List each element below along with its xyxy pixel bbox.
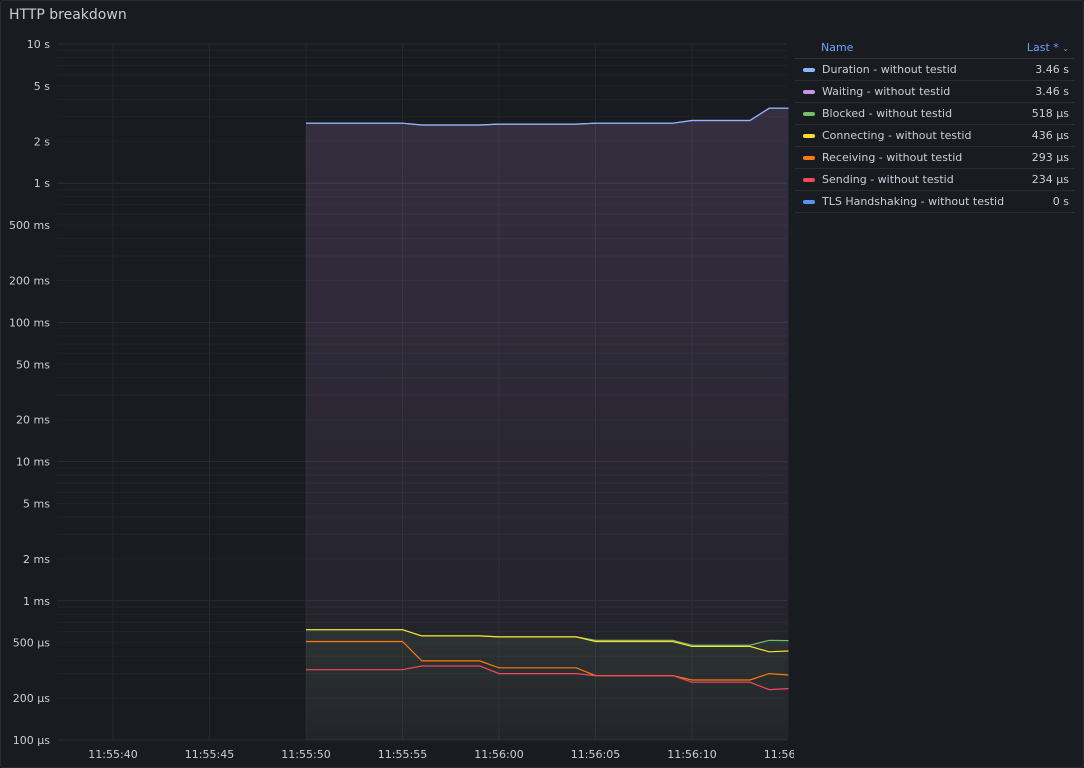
x-tick-label: 11:55:40 — [88, 748, 137, 761]
series-line — [306, 629, 789, 653]
series-color-swatch — [803, 67, 815, 72]
x-tick-label: 11:56:00 — [474, 748, 523, 761]
y-tick-label: 1 ms — [23, 595, 50, 608]
y-tick-label: 2 s — [34, 135, 50, 148]
series-color-swatch — [803, 177, 815, 182]
legend-row[interactable]: Waiting - without testid 3.46 s — [795, 81, 1075, 103]
series-area — [306, 629, 789, 740]
legend-row[interactable]: Connecting - without testid 436 µs — [795, 125, 1075, 147]
y-tick-label: 20 ms — [16, 414, 50, 427]
x-axis: 11:55:40 11:55:45 11:55:50 11:55:55 11:56:00… — [88, 748, 795, 761]
chevron-down-icon: ⌄ — [1062, 43, 1069, 53]
x-tick-label: 11:55:45 — [185, 748, 234, 761]
series-color-swatch — [803, 89, 815, 94]
y-tick-label: 100 ms — [9, 316, 50, 329]
legend-row-value: 0 s — [1052, 195, 1069, 208]
legend-row-label: Receiving - without testid — [822, 151, 963, 164]
series-color-swatch — [803, 111, 815, 116]
series-line — [306, 107, 789, 126]
legend-row[interactable]: Receiving - without testid 293 µs — [795, 147, 1075, 169]
y-tick-label: 1 s — [34, 177, 50, 190]
legend-row-label: TLS Handshaking - without testid — [822, 195, 1005, 208]
legend-row-value: 436 µs — [1031, 129, 1069, 142]
x-tick-label: 11:56:15 — [764, 748, 795, 761]
y-tick-label: 50 ms — [16, 358, 50, 371]
legend-row[interactable]: TLS Handshaking - without testid 0 s — [795, 191, 1075, 213]
legend-row-value: 293 µs — [1031, 151, 1069, 164]
series-area — [306, 108, 789, 740]
y-tick-label: 500 ms — [9, 219, 50, 232]
legend-row-value: 518 µs — [1031, 107, 1069, 120]
series-color-swatch — [803, 199, 815, 204]
series-group — [306, 107, 789, 740]
y-tick-label: 5 ms — [23, 498, 50, 511]
y-tick-label: 100 µs — [13, 734, 50, 747]
y-tick-label: 5 s — [34, 80, 50, 93]
y-tick-label: 10 ms — [16, 456, 50, 469]
y-tick-label: 200 ms — [9, 274, 50, 287]
legend-row-value: 3.46 s — [1035, 85, 1069, 98]
series-color-swatch — [803, 155, 815, 160]
series-line — [306, 640, 789, 681]
legend-row[interactable]: Duration - without testid 3.46 s — [795, 59, 1075, 81]
x-tick-label: 11:55:50 — [281, 748, 330, 761]
time-series-chart[interactable]: 10 s 5 s 2 s 1 s 500 ms 200 ms 100 ms 50 ms 20 m… — [0, 0, 795, 768]
y-tick-label: 200 µs — [13, 692, 50, 705]
y-tick-label: 2 ms — [23, 553, 50, 566]
legend-row-label: Blocked - without testid — [822, 107, 953, 120]
legend-header-last[interactable]: Last * ⌄ — [1027, 41, 1075, 54]
legend-row-value: 234 µs — [1031, 173, 1069, 186]
x-tick-label: 11:56:10 — [667, 748, 716, 761]
legend-row[interactable]: Blocked - without testid 518 µs — [795, 103, 1075, 125]
legend-row-label: Waiting - without testid — [822, 85, 951, 98]
panel-title[interactable]: HTTP breakdown — [9, 7, 127, 23]
x-tick-label: 11:56:05 — [571, 748, 620, 761]
legend-row-value: 3.46 s — [1035, 63, 1069, 76]
legend-row[interactable]: Sending - without testid 234 µs — [795, 169, 1075, 191]
legend-table: Name Last * ⌄ Duration - without testid 3… — [795, 36, 1075, 213]
legend-row-label: Sending - without testid — [822, 173, 954, 186]
y-tick-label: 500 µs — [13, 637, 50, 650]
legend-rows: Duration - without testid 3.46 s Waiting -… — [795, 59, 1075, 213]
series-color-swatch — [803, 133, 815, 138]
legend-header: Name Last * ⌄ — [795, 36, 1075, 59]
legend-row-label: Duration - without testid — [822, 63, 957, 76]
legend-header-name[interactable]: Name — [821, 40, 854, 54]
y-tick-label: 10 s — [27, 38, 50, 51]
legend-row-label: Connecting - without testid — [822, 129, 972, 142]
legend-header-last-label: Last * — [1026, 40, 1059, 54]
x-tick-label: 11:55:55 — [378, 748, 427, 761]
series-line — [306, 665, 789, 691]
